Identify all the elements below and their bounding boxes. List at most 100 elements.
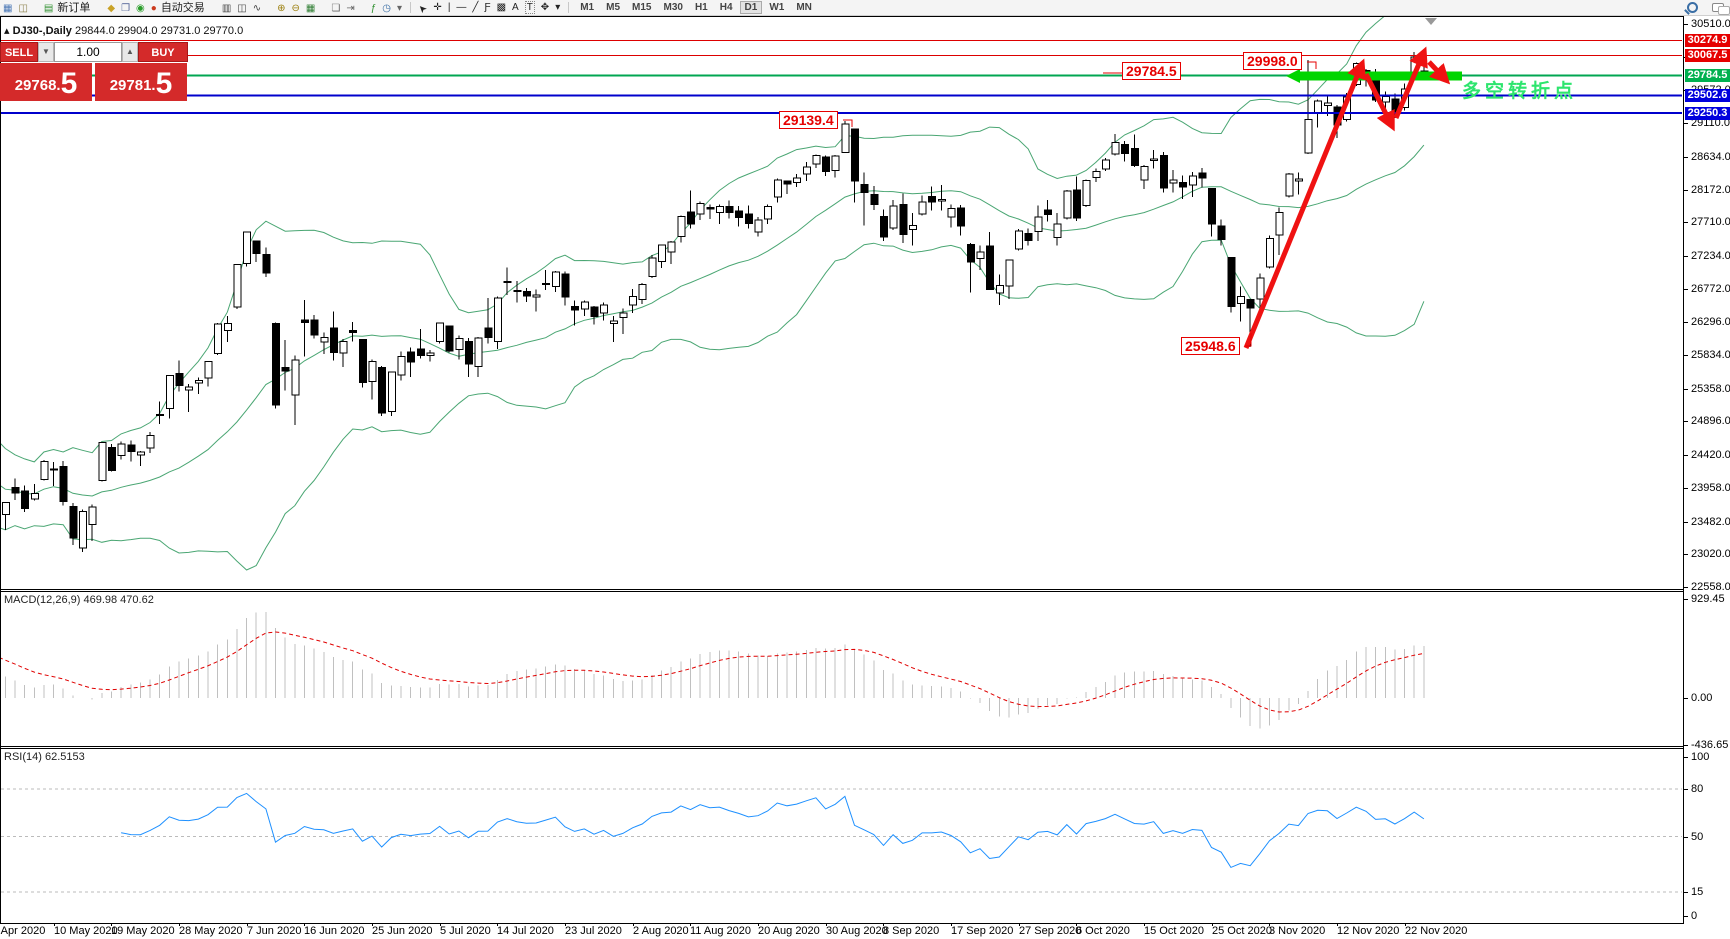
bar-chart-icon[interactable]: ▥ [221, 3, 232, 14]
profiles-icon[interactable]: ◫ [18, 3, 28, 14]
time-tick-label: 2 Aug 2020 [633, 925, 689, 937]
price-tick-mark [1684, 322, 1688, 323]
new-order-icon[interactable]: ▤ [43, 3, 54, 14]
volume-decrease-button[interactable]: ▼ [38, 42, 54, 62]
time-tick-label: 11 Aug 2020 [690, 925, 751, 937]
macd-tick-label: 929.45 [1691, 593, 1725, 605]
rsi-tick-mark [1684, 916, 1688, 917]
crosshair-icon[interactable]: ✛ [433, 1, 442, 13]
zoom-in-icon[interactable]: ⊕ [277, 3, 286, 14]
timeframe-button-h4[interactable]: H4 [719, 2, 733, 13]
text-icon[interactable]: A [512, 1, 519, 13]
timeframe-button-m15[interactable]: M15 [632, 2, 652, 13]
templates-icon[interactable]: ▾ [397, 3, 403, 14]
price-tick-label: 26296.0 [1691, 316, 1730, 328]
arrows-icon[interactable]: ✥ [540, 1, 550, 13]
timeframe-button-w1[interactable]: W1 [769, 2, 785, 13]
macd-tick-label: 0.00 [1691, 692, 1713, 704]
timeframe-button-m1[interactable]: M1 [580, 2, 595, 13]
timeframe-button-h1[interactable]: H1 [694, 2, 708, 13]
rsi-tick-label: 50 [1691, 831, 1704, 843]
price-tick-mark [1684, 190, 1688, 191]
time-tick-label: 30 Aug 2020 [826, 925, 888, 937]
chat-icon[interactable] [1712, 3, 1730, 15]
horizontal-line-icon[interactable]: — [456, 1, 467, 13]
time-tick-mark [690, 923, 691, 926]
chart-shift-icon[interactable]: ⇥ [346, 3, 355, 14]
symbol-name: DJ30-,Daily [12, 25, 72, 37]
time-tick-mark [883, 923, 884, 926]
dropdown-icon[interactable]: ▾ [555, 1, 561, 13]
timeframe-button-m5[interactable]: M5 [606, 2, 621, 13]
autotrade-icon-label: 自动交易 [160, 2, 205, 14]
price-callout-label[interactable]: 25948.6 [1181, 337, 1240, 355]
time-tick-mark [111, 923, 112, 926]
sell-price-main: 29768 [14, 77, 57, 94]
timeframe-button-mn[interactable]: MN [796, 2, 812, 13]
toolbar-right-icons [1687, 1, 1730, 15]
fibonacci-icon[interactable]: Ƒ [484, 1, 491, 13]
vertical-line-icon[interactable]: | [447, 1, 451, 13]
price-tick-label: 22558.0 [1691, 581, 1730, 593]
rsi-tick-label: 15 [1691, 886, 1704, 898]
time-tick-mark [1212, 923, 1213, 926]
autotrade-icon[interactable]: ● [150, 3, 157, 14]
price-callout-label[interactable]: 29784.5 [1122, 62, 1181, 80]
indicators-icon[interactable]: ƒ [370, 3, 377, 14]
time-tick-label: 5 Jul 2020 [440, 925, 491, 937]
time-tick-label: 22 Nov 2020 [1405, 925, 1468, 937]
price-tick-label: 27234.0 [1691, 250, 1730, 262]
price-tick-label: 28634.0 [1691, 151, 1730, 163]
new-chart-icon[interactable]: ▦ [3, 3, 13, 14]
line-chart-icon[interactable]: ∿ [252, 3, 262, 14]
signal-icon[interactable]: ◉ [136, 3, 145, 14]
timeframe-button-m30[interactable]: M30 [663, 2, 683, 13]
text-label-icon[interactable]: T [524, 0, 535, 14]
price-callout-label[interactable]: 29139.4 [779, 111, 838, 129]
price-callout-label[interactable]: 29998.0 [1243, 52, 1302, 70]
time-tick-mark [951, 923, 952, 926]
volume-increase-button[interactable]: ▲ [122, 42, 138, 62]
price-tick-mark [1684, 157, 1688, 158]
auto-scroll-icon[interactable]: ❏ [331, 3, 341, 14]
grid-icon[interactable]: ▩ [496, 1, 507, 13]
price-tick-label: 29110.0 [1691, 117, 1730, 129]
tile-windows-icon[interactable]: ▦ [305, 3, 316, 14]
navigator-icon[interactable]: ◆ [107, 3, 116, 14]
time-tick-label: 15 Oct 2020 [1144, 925, 1204, 937]
toolbar-drawing-tools: ➤ ✛ | — ╱ Ƒ ▩ A T ✥ ▾ [416, 0, 563, 15]
time-tick-label: 6 Oct 2020 [1076, 925, 1130, 937]
time-tick-label: 23 Jul 2020 [565, 925, 622, 937]
price-tick-label: 30510.0 [1691, 18, 1730, 30]
price-tick-mark [1684, 289, 1688, 290]
price-tick-label: 28172.0 [1691, 184, 1730, 196]
price-tick-mark [1684, 256, 1688, 257]
time-tick-mark [1337, 923, 1338, 926]
price-tick-mark [1684, 488, 1688, 489]
search-icon[interactable] [1687, 2, 1698, 13]
sell-button[interactable]: SELL [0, 42, 38, 62]
timeframe-button-d1[interactable]: D1 [739, 1, 763, 14]
buy-price-display[interactable]: 29781. 5 [95, 63, 187, 101]
price-tick-label: 23482.0 [1691, 516, 1730, 528]
periods-icon[interactable]: ◷ [382, 3, 391, 14]
time-tick-mark [497, 923, 498, 926]
toolbar-icon-groups: ▦ ◫ ▤ 新订单 ◆ ❐ ◉ ● 自动交易 ▥ ◫ ∿ ⊕ ⊖ ▦ ❏ ⇥ ƒ ◷ ▾ [0, 0, 405, 16]
sell-price-display[interactable]: 29768. 5 [0, 63, 92, 101]
volume-input[interactable]: 1.00 [54, 42, 122, 62]
rsi-indicator-label: RSI(14) 62.5153 [4, 751, 85, 763]
candle-chart-icon[interactable]: ◫ [237, 3, 247, 14]
time-tick-mark [247, 923, 248, 926]
one-click-trading-panel: SELL ▼ 1.00 ▲ BUY 29768. 5 29781. 5 [0, 42, 188, 101]
zoom-out-icon[interactable]: ⊖ [291, 3, 300, 14]
cursor-icon[interactable]: ➤ [416, 0, 430, 15]
ohlc-values: 29844.0 29904.0 29731.0 29770.0 [74, 25, 244, 37]
buy-button[interactable]: BUY [138, 42, 188, 62]
time-tick-mark [565, 923, 566, 926]
terminal-icon[interactable]: ❐ [121, 3, 131, 14]
time-tick-mark [633, 923, 634, 926]
trendline-icon[interactable]: ╱ [472, 1, 479, 13]
price-tick-label: 25834.0 [1691, 349, 1730, 361]
pivot-annotation-text[interactable]: 多空转折点 [1462, 81, 1578, 102]
